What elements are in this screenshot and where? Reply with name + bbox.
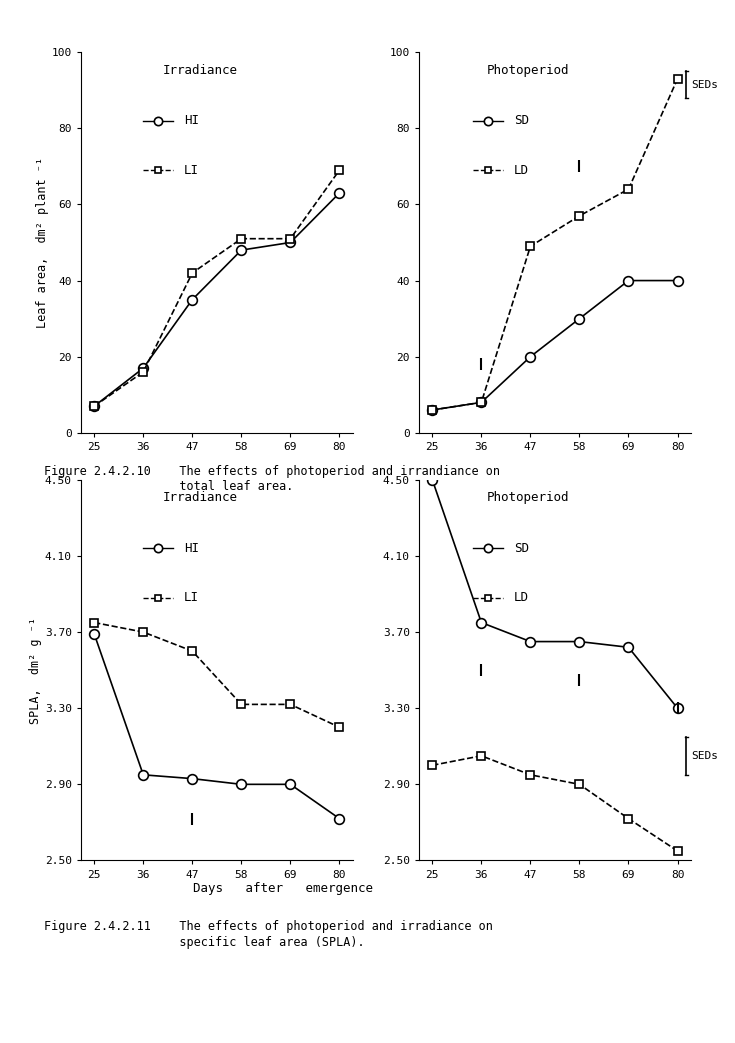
Text: Figure 2.4.2.10    The effects of photoperiod and irrandiance on: Figure 2.4.2.10 The effects of photoperi… (44, 464, 500, 478)
Text: Figure 2.4.2.11    The effects of photoperiod and irradiance on: Figure 2.4.2.11 The effects of photoperi… (44, 920, 493, 933)
Text: Photoperiod: Photoperiod (487, 64, 570, 76)
Text: SD: SD (514, 541, 529, 555)
Text: HI: HI (184, 541, 199, 555)
Text: SD: SD (514, 114, 529, 127)
Text: total leaf area.: total leaf area. (44, 480, 293, 493)
Text: HI: HI (184, 114, 199, 127)
Text: Irradiance: Irradiance (162, 491, 237, 504)
Y-axis label: Leaf area,  dm² plant ⁻¹: Leaf area, dm² plant ⁻¹ (36, 157, 49, 328)
Text: LD: LD (514, 591, 529, 604)
Text: LD: LD (514, 164, 529, 176)
Text: specific leaf area (SPLA).: specific leaf area (SPLA). (44, 936, 365, 949)
Text: SEDs: SEDs (691, 751, 718, 760)
Text: SEDs: SEDs (691, 79, 718, 90)
Y-axis label: SPLA,  dm² g ⁻¹: SPLA, dm² g ⁻¹ (29, 616, 42, 724)
Text: LI: LI (184, 164, 199, 176)
Text: Photoperiod: Photoperiod (487, 491, 570, 504)
Text: LI: LI (184, 591, 199, 604)
Text: Days   after   emergence: Days after emergence (193, 881, 373, 895)
Text: Irradiance: Irradiance (162, 64, 237, 76)
